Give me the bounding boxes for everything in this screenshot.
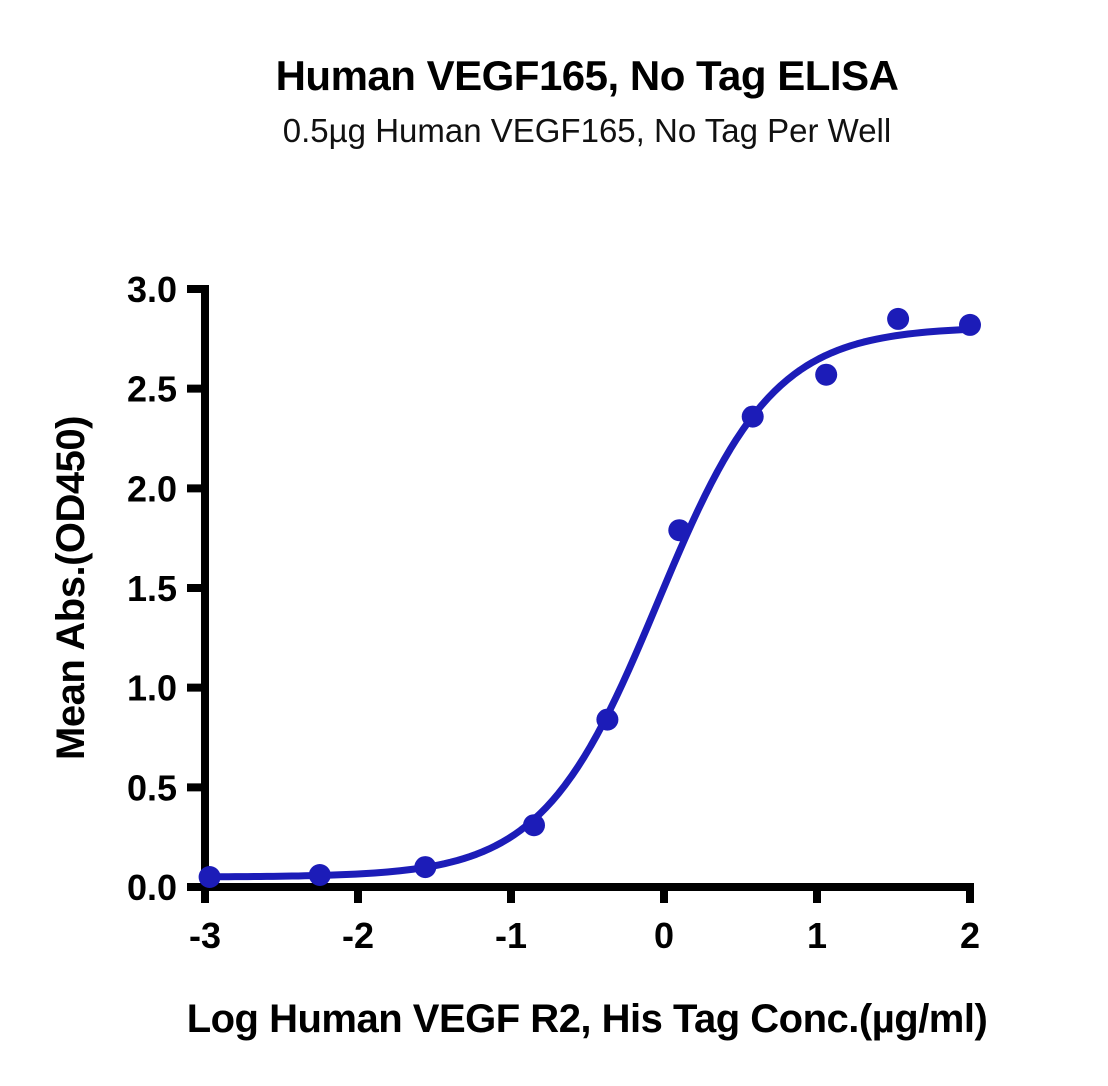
data-point xyxy=(668,519,691,542)
data-point xyxy=(815,363,838,386)
y-tick-label: 3.0 xyxy=(127,269,177,310)
chart-title: Human VEGF165, No Tag ELISA xyxy=(275,52,899,99)
data-point xyxy=(887,307,910,330)
y-tick-label: 2.0 xyxy=(127,468,177,509)
axis-ticks xyxy=(187,384,821,903)
y-tick-label: 0.5 xyxy=(127,767,177,808)
axes xyxy=(187,285,974,903)
y-tick-label: 0.0 xyxy=(127,867,177,908)
data-points xyxy=(198,307,981,888)
x-axis-title: Log Human VEGF R2, His Tag Conc.(µg/ml) xyxy=(187,997,988,1041)
y-tick-label: 2.5 xyxy=(127,369,177,410)
x-tick-label: 1 xyxy=(807,915,827,956)
data-point xyxy=(198,866,221,888)
data-point xyxy=(741,405,764,428)
chart-subtitle: 0.5µg Human VEGF165, No Tag Per Well xyxy=(282,112,892,149)
x-tick-label: -2 xyxy=(342,915,374,956)
data-point xyxy=(308,864,331,886)
x-tick-label: -3 xyxy=(189,915,221,956)
y-axis-line xyxy=(187,285,209,903)
data-point xyxy=(959,313,981,336)
x-tick-label: 2 xyxy=(960,915,980,956)
axis-tick-labels: 0.0 0.5 1.0 1.5 2.0 2.5 3.0 -3 -2 -1 0 1 2 xyxy=(127,269,980,956)
x-tick-label: 0 xyxy=(654,915,674,956)
data-point xyxy=(596,708,619,731)
y-axis-title: Mean Abs.(OD450) xyxy=(49,416,93,760)
fit-curve xyxy=(206,325,976,881)
x-axis-line xyxy=(205,883,974,903)
data-point xyxy=(523,814,545,837)
x-tick-label: -1 xyxy=(495,915,527,956)
y-tick-label: 1.5 xyxy=(127,568,177,609)
data-point xyxy=(414,856,437,879)
y-tick-label: 1.0 xyxy=(127,668,177,709)
